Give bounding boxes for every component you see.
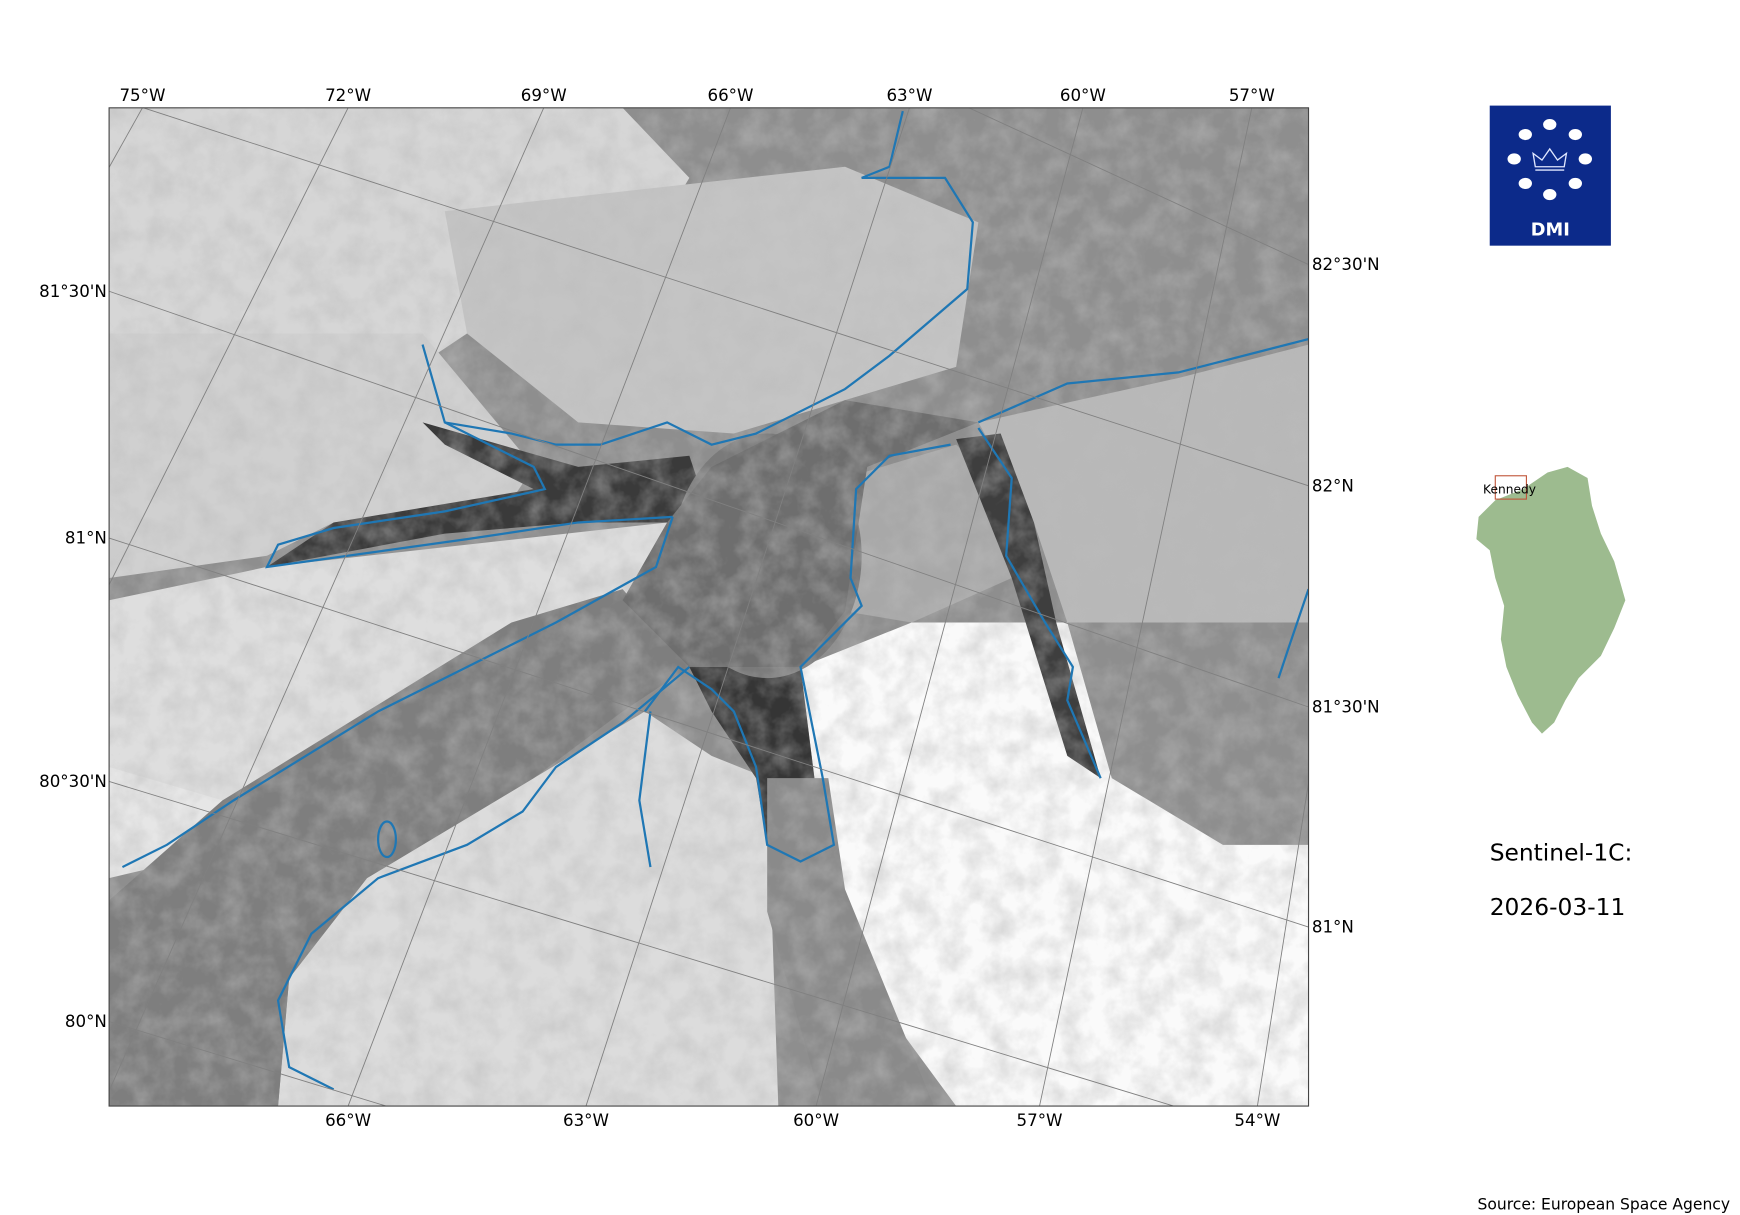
tick-labels: 75°W 72°W 69°W 66°W 63°W 60°W 57°W 66°W 63°W 60°W…	[39, 86, 1380, 1130]
lon-label-top: 69°W	[521, 86, 567, 105]
meridian-line	[347, 107, 731, 1107]
meridian-line	[1256, 782, 1309, 1107]
meridian-line	[108, 107, 143, 168]
lon-label-top: 66°W	[707, 86, 753, 105]
meridian-line	[585, 107, 910, 1107]
lon-label-bottom: 54°W	[1234, 1111, 1280, 1130]
region-box	[1494, 475, 1527, 500]
parallel-line	[108, 1021, 387, 1107]
dmi-logo: DMI	[1489, 105, 1611, 246]
logo-text: DMI	[1531, 220, 1570, 241]
lon-label-top: 63°W	[886, 86, 932, 105]
lon-label-top: 72°W	[325, 86, 371, 105]
lon-label-bottom: 57°W	[1017, 1111, 1063, 1130]
satellite-label: Sentinel-1C:	[1490, 838, 1633, 866]
lat-label-right: 82°N	[1312, 476, 1354, 495]
lon-label-bottom: 66°W	[325, 1111, 371, 1130]
coastlines	[121, 110, 1309, 1091]
lat-label-left: 81°N	[65, 529, 107, 548]
source-label: Source: European Space Agency	[1478, 1195, 1731, 1213]
lon-label-top: 60°W	[1060, 86, 1106, 105]
greenland-shape	[1476, 466, 1626, 734]
parallel-line	[143, 107, 1309, 487]
lat-label-right: 81°N	[1312, 918, 1354, 937]
lon-label-top: 75°W	[119, 86, 165, 105]
meridian-line	[815, 107, 1084, 1107]
parallel-line	[108, 290, 1309, 708]
lon-label-top: 57°W	[1229, 86, 1275, 105]
graticule	[108, 107, 1309, 1107]
region-label: Kennedy	[1483, 483, 1536, 497]
lat-label-right: 81°30'N	[1312, 698, 1380, 717]
lon-label-bottom: 60°W	[793, 1111, 839, 1130]
sar-image	[109, 107, 1309, 1107]
crown-icon	[1532, 147, 1568, 171]
parallel-line	[968, 107, 1309, 265]
lat-label-left: 81°30'N	[39, 282, 107, 301]
lat-label-left: 80°30'N	[39, 772, 107, 791]
date-label: 2026-03-11	[1490, 893, 1626, 921]
lat-label-right: 82°30'N	[1312, 255, 1380, 274]
lon-label-bottom: 63°W	[563, 1111, 609, 1130]
greenland-inset: Kennedy	[1476, 466, 1626, 734]
parallel-line	[108, 537, 1309, 928]
map-frame	[108, 107, 1310, 1107]
lat-label-left: 80°N	[65, 1012, 107, 1031]
meridian-line	[108, 107, 349, 585]
parallel-line	[108, 781, 1174, 1107]
meridian-line	[1039, 107, 1253, 1107]
meridian-line	[108, 107, 545, 1092]
